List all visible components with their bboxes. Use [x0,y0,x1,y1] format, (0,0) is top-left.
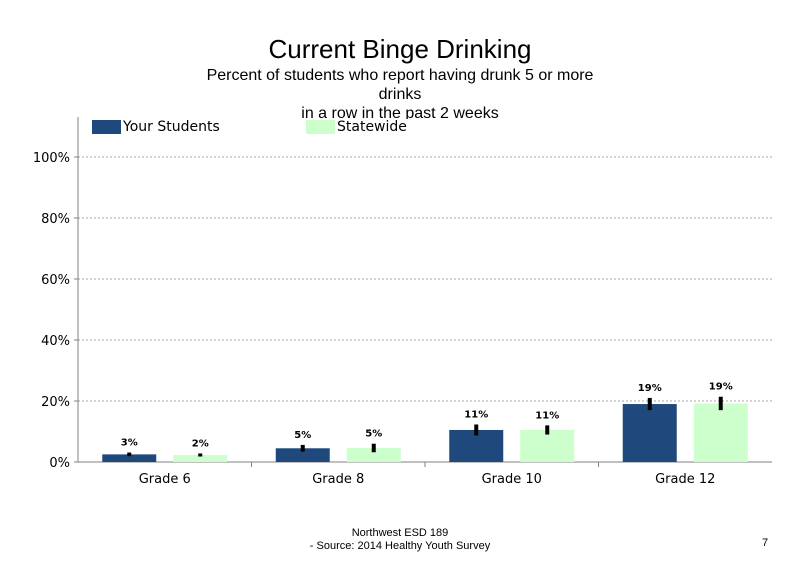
legend-statewide: Statewide [306,119,407,135]
bar-statewide [520,429,575,462]
legend-swatch-your-students [92,120,121,134]
y-tick-label: 80% [41,212,70,227]
error-bar [545,425,550,435]
footer-org: Northwest ESD 189 [351,527,449,539]
chart-subtitle: Percent of students who report having dr… [190,66,610,119]
chart-title: Current Binge Drinking [268,34,532,64]
y-tick-label: 0% [49,456,70,471]
legend-label-your-students: Your Students [123,119,220,135]
subtitle-line-2: drinks [378,86,422,103]
bar-statewide [173,454,228,462]
footer: Northwest ESD 189 - Source: 2014 Healthy… [250,527,550,553]
bar-your-students [275,448,330,462]
subtitle-line-3: in a row in the past 2 weeks [301,105,499,119]
x-tick-label: Grade 10 [482,472,542,487]
x-tick-label: Grade 6 [139,472,191,487]
legend-swatch-statewide [306,120,335,134]
data-label: 3% [121,438,138,449]
data-label: 2% [192,438,209,449]
subtitle-line-1: Percent of students who report having dr… [206,67,594,84]
bar-your-students [102,454,157,462]
error-bar [198,453,203,457]
x-tick-label: Grade 12 [655,472,715,487]
error-bar [718,396,723,411]
data-label: 5% [294,430,311,441]
data-label: 5% [365,429,382,440]
footer-source: - Source: 2014 Healthy Youth Survey [309,540,491,552]
data-label: 11% [464,409,488,420]
error-bar [127,452,132,457]
error-bar [371,443,376,453]
x-tick-label: Grade 8 [312,472,364,487]
data-label: 19% [638,383,662,394]
data-label: 11% [535,410,559,421]
bar-statewide [693,403,748,462]
error-bar [474,424,479,436]
legend-label-statewide: Statewide [337,119,407,135]
y-tick-label: 100% [33,151,70,166]
bar-your-students [622,404,677,462]
y-tick-label: 60% [41,273,70,288]
error-bar [647,397,652,411]
error-bar [300,444,305,452]
page-number: 7 [762,537,769,549]
data-label: 19% [709,382,733,393]
legend-your-students: Your Students [92,119,220,135]
bar-statewide [346,447,401,462]
y-tick-label: 20% [41,395,70,410]
y-tick-label: 40% [41,334,70,349]
